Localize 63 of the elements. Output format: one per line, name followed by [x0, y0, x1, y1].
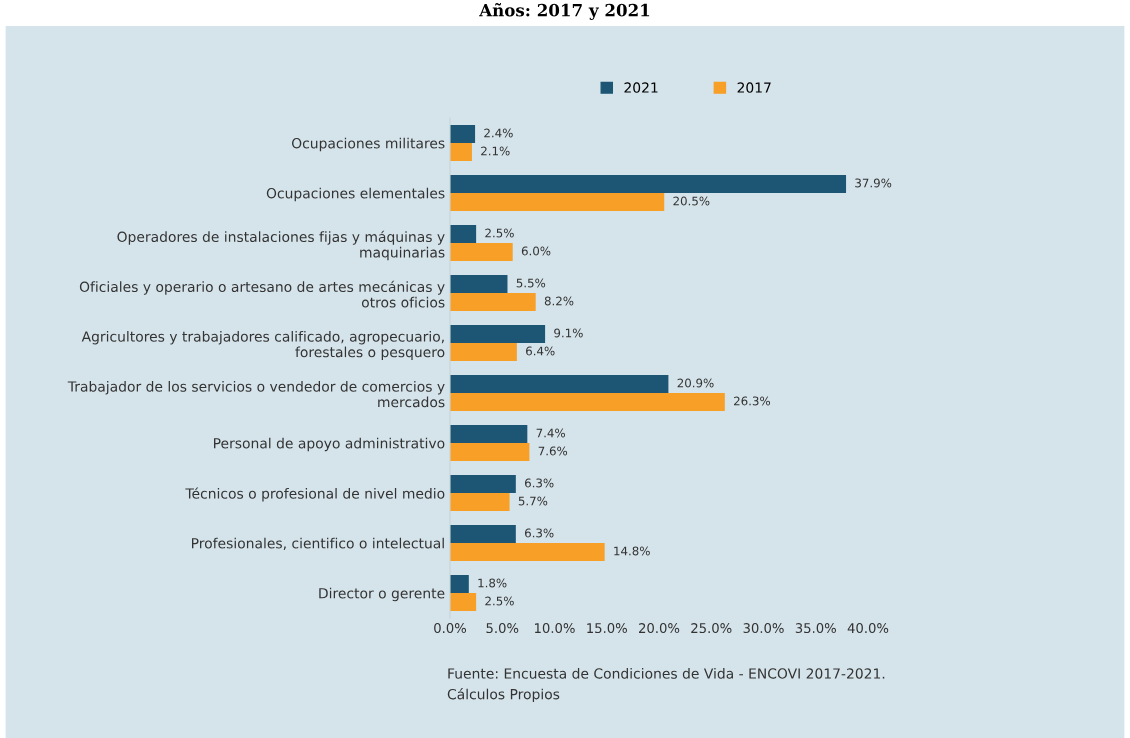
y-tick-label: Profesionales, cientifico o intelectual — [192, 537, 444, 550]
bar — [450, 575, 469, 593]
x-tick-label: 5.0% — [486, 623, 519, 634]
y-tick-label: Ocupaciones elementales — [266, 187, 445, 202]
data-label: 8.2% — [544, 296, 574, 306]
y-tick-label: Personal de apoyo administrativo — [214, 437, 445, 452]
data-label: 2.1% — [481, 146, 510, 156]
data-label: 14.8% — [614, 546, 650, 556]
x-tick-label: 35.0% — [795, 623, 836, 634]
data-label: 2.5% — [485, 596, 514, 606]
bar — [450, 343, 517, 361]
bar — [450, 525, 516, 543]
bar — [450, 593, 477, 611]
data-label: 5.7% — [518, 496, 548, 506]
legend-label: 2017 — [737, 82, 771, 93]
x-tick-label: 40.0% — [847, 623, 889, 634]
source-note: Fuente: Encuesta de Condiciones de Vida - ENCOVI 2017-2021. Cálculos Propios — [447, 668, 885, 703]
bar — [450, 243, 513, 261]
y-tick-label: Ocupaciones militares — [291, 137, 445, 152]
data-label: 26.3% — [734, 396, 771, 406]
bar — [450, 475, 516, 493]
y-tick-label: Oficiales y operario o artesano de artes mecánicas y otros oficios — [79, 280, 445, 308]
x-tick-label: 20.0% — [639, 623, 680, 634]
bar — [450, 175, 847, 193]
bar — [450, 193, 665, 211]
data-label: 1.8% — [478, 578, 507, 588]
data-label: 6.3% — [524, 478, 554, 488]
data-label: 20.5% — [673, 196, 710, 206]
data-label: 2.5% — [485, 228, 514, 238]
bar — [450, 143, 472, 161]
bar — [450, 493, 510, 511]
data-label: 7.4% — [536, 428, 565, 438]
bar — [450, 425, 528, 443]
legend-label: 2021 — [624, 82, 658, 93]
x-tick-label: 30.0% — [743, 623, 784, 634]
y-tick-label: Operadores de instalaciones fijas y máquinas y maquinarias — [117, 230, 445, 261]
bar — [450, 393, 725, 411]
data-label: 2.4% — [484, 128, 513, 138]
bar — [450, 275, 508, 293]
data-label: 6.0% — [521, 246, 551, 256]
y-tick-label: Director o gerente — [319, 587, 445, 602]
bar — [450, 293, 536, 311]
bar — [450, 325, 546, 343]
data-label: 7.6% — [538, 446, 568, 456]
chart-title: Años: 2017 y 2021 — [479, 3, 650, 20]
bar — [450, 443, 530, 461]
data-label: 6.4% — [526, 346, 555, 356]
bar — [450, 543, 605, 561]
y-tick-label: Agricultores y trabajadores calificado, agropecuario, forestales o pesquero — [81, 331, 445, 360]
data-label: 6.3% — [524, 528, 554, 538]
x-tick-label: 10.0% — [534, 623, 575, 634]
x-tick-label: 0.0% — [434, 623, 467, 634]
bar — [450, 225, 477, 243]
bar — [450, 125, 476, 143]
bar — [450, 375, 669, 393]
data-label: 37.9% — [855, 178, 892, 188]
data-label: 5.5% — [516, 278, 546, 288]
data-label: 9.1% — [554, 328, 583, 338]
x-tick-label: 15.0% — [587, 623, 627, 634]
y-tick-label: Trabajador de los servicios o vendedor de comercios y mercados — [67, 381, 445, 408]
x-tick-label: 25.0% — [691, 623, 732, 634]
y-tick-label: Técnicos o profesional de nivel medio — [185, 487, 445, 502]
data-label: 20.9% — [677, 378, 714, 388]
